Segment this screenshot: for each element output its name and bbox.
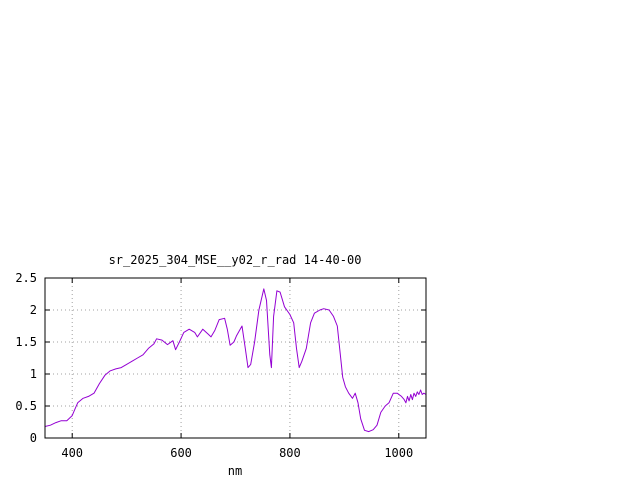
y-tick-label: 0.5 — [15, 399, 37, 413]
grid — [45, 278, 426, 438]
chart-title: sr_2025_304_MSE__y02_r_rad 14-40-00 — [109, 253, 362, 267]
y-tick-label: 1 — [30, 367, 37, 381]
y-tick-label: 2.5 — [15, 271, 37, 285]
x-axis-label: nm — [228, 464, 242, 478]
y-tick-label: 0 — [30, 431, 37, 445]
series-line — [44, 288, 427, 433]
x-tick-label: 800 — [279, 446, 301, 460]
y-tick-label: 2 — [30, 303, 37, 317]
series-layer — [44, 288, 427, 433]
y-tick-label: 1.5 — [15, 335, 37, 349]
plot-frame — [44, 277, 427, 439]
ticks: 0 0.5 1 1.5 2 2.5 400 600 800 1000 — [15, 271, 426, 460]
x-tick-label: 400 — [61, 446, 83, 460]
x-tick-label: 1000 — [384, 446, 413, 460]
x-tick-label: 600 — [170, 446, 192, 460]
